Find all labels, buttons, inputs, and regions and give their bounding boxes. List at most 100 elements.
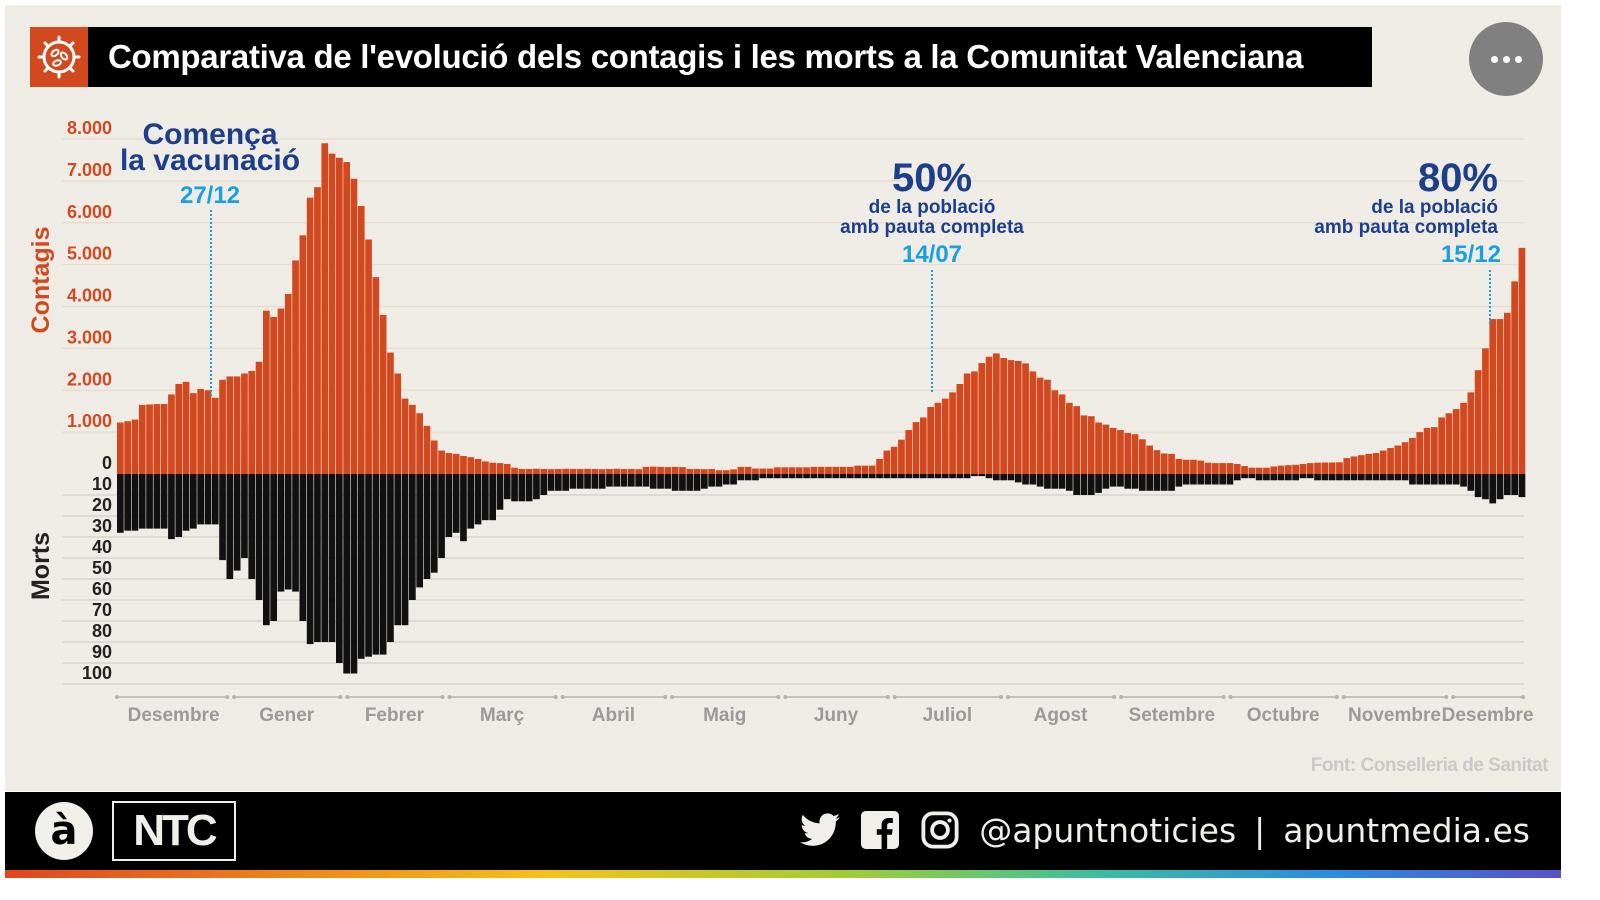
x-axis-tick xyxy=(1119,695,1124,699)
bar-morts xyxy=(496,474,504,510)
bar-morts xyxy=(985,474,993,479)
bar-contagis xyxy=(350,178,358,474)
bar-morts xyxy=(1518,474,1526,498)
bar-contagis xyxy=(737,466,745,474)
y-tick-label-morts: 50 xyxy=(92,558,112,578)
bar-morts xyxy=(774,474,781,479)
bar-morts xyxy=(1073,474,1080,495)
bar-morts xyxy=(569,474,577,489)
bar-contagis xyxy=(1095,422,1102,474)
chart-title: Comparativa de l'evolució dels contagis … xyxy=(108,38,1304,75)
bar-morts xyxy=(299,474,307,621)
x-tick-label: Novembre xyxy=(1348,705,1441,726)
bar-contagis xyxy=(263,310,270,474)
apunt-logo[interactable]: à xyxy=(35,802,93,860)
bar-contagis xyxy=(664,467,672,474)
bar-morts xyxy=(701,474,708,489)
y-tick-labels: 0 1.000 2.000 3.000 4.000 5.000 6.000 7.000 8.00… xyxy=(67,118,112,683)
instagram-icon[interactable] xyxy=(919,809,961,851)
bar-contagis xyxy=(438,450,445,474)
bar-contagis xyxy=(708,468,715,474)
bar-morts xyxy=(482,474,489,521)
bar-contagis xyxy=(642,466,650,474)
bar-morts xyxy=(1080,474,1088,495)
x-axis-tick xyxy=(783,695,788,699)
bar-contagis xyxy=(452,453,460,474)
twitter-icon[interactable] xyxy=(799,809,841,851)
bar-morts xyxy=(270,474,277,621)
bar-morts xyxy=(1087,474,1095,495)
bar-morts xyxy=(1372,474,1380,481)
bar-contagis xyxy=(372,277,380,474)
bar-morts xyxy=(555,474,562,491)
y-axis-label-contagis: Contagis xyxy=(27,227,55,334)
annotation-date: 27/12 xyxy=(180,182,240,209)
bar-contagis xyxy=(868,465,876,474)
bar-morts xyxy=(825,474,832,479)
bar-morts xyxy=(817,474,825,479)
bar-morts xyxy=(1007,474,1015,481)
bar-morts xyxy=(409,474,416,600)
annotation-vaccination-start: Comença la vacunació 27/12 xyxy=(120,118,300,396)
bar-morts xyxy=(540,474,548,495)
more-options-button[interactable] xyxy=(1469,22,1543,96)
bar-contagis xyxy=(569,468,577,474)
x-axis-tick xyxy=(1451,695,1456,699)
bar-morts xyxy=(1117,474,1124,487)
bar-morts xyxy=(1102,474,1110,489)
ntc-logo[interactable]: NTC xyxy=(112,801,236,861)
bar-morts xyxy=(1314,474,1321,481)
bar-contagis xyxy=(861,465,869,474)
bar-contagis xyxy=(1270,466,1278,474)
bar-morts xyxy=(1263,474,1270,481)
bar-contagis xyxy=(336,157,343,474)
bar-morts xyxy=(1474,474,1482,498)
bar-morts xyxy=(1146,474,1153,491)
bar-contagis xyxy=(270,316,277,474)
bar-contagis xyxy=(277,308,285,474)
bar-contagis xyxy=(562,468,569,474)
bar-contagis xyxy=(1511,281,1518,474)
bar-morts xyxy=(153,474,161,529)
footer-bar xyxy=(5,792,1561,870)
y-tick-label-morts: 10 xyxy=(92,474,112,494)
x-axis-tick xyxy=(1005,695,1010,699)
bar-contagis xyxy=(1387,448,1394,474)
bar-contagis xyxy=(679,467,686,474)
bar-contagis xyxy=(1153,450,1161,474)
bar-contagis xyxy=(124,421,131,474)
bar-morts xyxy=(766,474,774,479)
bar-contagis xyxy=(1350,456,1358,474)
bar-morts xyxy=(1489,474,1497,504)
bar-contagis xyxy=(482,461,489,474)
y-tick-label-contagis: 1.000 xyxy=(67,411,112,431)
bar-morts xyxy=(876,474,883,479)
bar-morts xyxy=(1336,474,1343,481)
y-tick-label-morts: 90 xyxy=(92,642,112,662)
bar-contagis xyxy=(883,450,891,474)
y-tick-label-morts: 60 xyxy=(92,579,112,599)
bar-contagis xyxy=(817,466,825,474)
bar-contagis xyxy=(445,453,453,474)
bar-morts xyxy=(423,474,431,579)
bar-morts xyxy=(343,474,350,674)
bar-morts xyxy=(503,474,511,500)
bar-contagis xyxy=(1241,466,1248,474)
bar-morts xyxy=(518,474,526,502)
bar-contagis xyxy=(379,314,387,474)
x-axis-tick xyxy=(776,695,781,699)
bar-morts xyxy=(284,474,292,590)
bar-contagis xyxy=(1343,458,1351,474)
bar-morts xyxy=(394,474,402,626)
bar-contagis xyxy=(701,469,708,474)
bar-contagis xyxy=(1489,319,1497,474)
bar-contagis xyxy=(555,468,562,474)
social-handle[interactable]: @apuntnoticies xyxy=(979,810,1237,850)
x-tick-label: Abril xyxy=(592,705,635,726)
website-link[interactable]: apuntmedia.es xyxy=(1283,810,1530,850)
facebook-icon[interactable] xyxy=(859,809,901,851)
bar-morts xyxy=(657,474,664,489)
bar-contagis xyxy=(671,466,679,474)
bar-morts xyxy=(547,474,555,491)
bar-morts xyxy=(1285,474,1292,481)
